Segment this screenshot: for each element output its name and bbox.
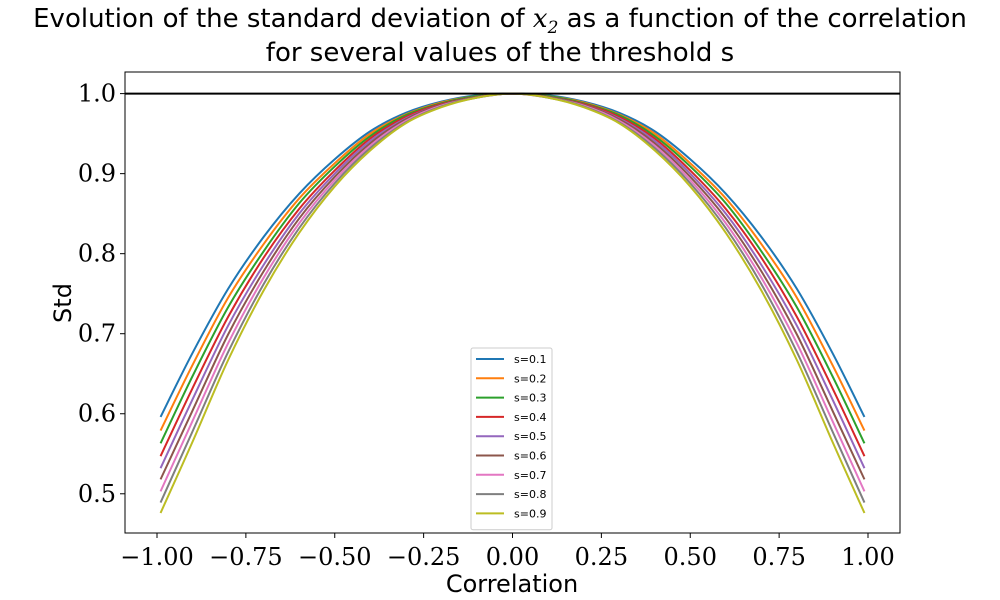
y-tick-label: 0.5 <box>78 480 116 508</box>
y-tick-label: 0.6 <box>78 400 116 428</box>
chart-title-line-2: for several values of the threshold s <box>265 38 735 68</box>
y-tick-label: 0.8 <box>78 240 116 268</box>
x-tick-label: 0.50 <box>664 543 717 571</box>
legend-label-4: s=0.4 <box>514 411 546 424</box>
x-tick-label: −1.00 <box>120 543 194 571</box>
chart-title-line-1: Evolution of the standard deviation of x… <box>0 4 1000 38</box>
y-tick-label: 1.0 <box>78 80 116 108</box>
legend-box <box>470 347 553 531</box>
title-variable-subscript: 2 <box>547 18 559 39</box>
legend-label-1: s=0.1 <box>514 353 546 366</box>
x-tick-label: 0.25 <box>575 543 628 571</box>
legend-label-5: s=0.5 <box>514 430 546 443</box>
legend-label-7: s=0.7 <box>514 469 546 482</box>
title-variable: x <box>532 4 548 34</box>
y-tick-label: 0.7 <box>78 320 116 348</box>
legend-label-8: s=0.8 <box>514 488 546 501</box>
legend-label-2: s=0.2 <box>514 372 546 385</box>
x-tick-label: 0.75 <box>752 543 805 571</box>
y-tick-label: 0.9 <box>78 160 116 188</box>
x-tick-label: −0.25 <box>387 543 461 571</box>
y-axis-label: Std <box>49 283 77 323</box>
legend-label-3: s=0.3 <box>514 392 546 405</box>
x-tick-label: 1.00 <box>841 543 894 571</box>
title-suffix: as a function of the correlation <box>558 4 967 34</box>
plot-lines-group <box>125 92 900 514</box>
x-tick-label: 0.00 <box>486 543 539 571</box>
title-prefix: Evolution of the standard deviation of <box>33 4 533 34</box>
legend-label-6: s=0.6 <box>514 450 546 463</box>
x-axis-label: Correlation <box>446 570 578 598</box>
x-tick-label: −0.50 <box>298 543 372 571</box>
x-tick-label: −0.75 <box>209 543 283 571</box>
legend-label-9: s=0.9 <box>514 507 546 520</box>
ticks-group: −1.00 −0.75 −0.50 −0.25 0.00 0.25 0.50 0.75 1.00… <box>78 80 895 571</box>
legend: s=0.1 s=0.2 s=0.3 s=0.4 s=0.5 s=0.6 s=0.7 s=0.8… <box>470 347 553 531</box>
